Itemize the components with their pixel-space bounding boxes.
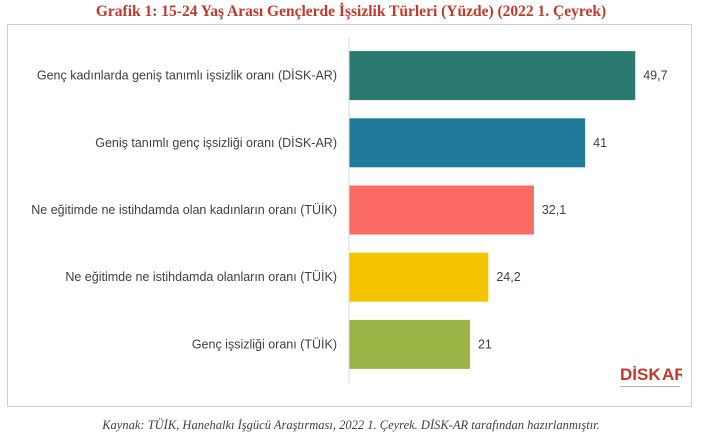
category-label-1: Genç kadınlarda geniş tanımlı işsizlik o… — [37, 69, 337, 83]
logo-text-disk: DİSK — [620, 365, 661, 384]
chart-frame — [7, 24, 692, 407]
diskar-logo: DİSK AR ▁▁▁▁▁▁▁▁▁▁▁▁▁▁▁▁▁▁▁▁▁▁▁▁▁▁ — [620, 363, 687, 393]
source-note: Kaynak: TÜİK, Hanehalkı İşgücü Araştırma… — [102, 418, 600, 432]
logo-text-ar: AR — [662, 365, 682, 384]
logo-tagline-graphic: ▁▁▁▁▁▁▁▁▁▁▁▁▁▁▁▁▁▁▁▁▁▁▁▁▁▁ — [620, 383, 680, 387]
bar-4 — [349, 252, 489, 302]
value-label-5: 21 — [478, 337, 492, 351]
bar-5 — [349, 319, 470, 369]
chart-title: Grafik 1: 15-24 Yaş Arası Gençlerde İşsi… — [95, 3, 607, 20]
value-label-1: 49,7 — [643, 69, 667, 83]
category-label-3: Ne eğitimde ne istihdamda olan kadınları… — [31, 203, 337, 217]
value-label-4: 24,2 — [496, 270, 520, 284]
category-label-5: Genç işsizliği oranı (TÜİK) — [192, 337, 337, 351]
category-label-4: Ne eğitimde ne istihdamda olanların oran… — [65, 270, 337, 284]
bar-1 — [349, 51, 636, 101]
value-label-2: 41 — [593, 136, 607, 150]
category-label-2: Geniş tanımlı genç işsizliği oranı (DİSK… — [95, 136, 337, 150]
bar-2 — [349, 118, 586, 168]
value-label-3: 32,1 — [542, 203, 566, 217]
bar-3 — [349, 185, 534, 235]
